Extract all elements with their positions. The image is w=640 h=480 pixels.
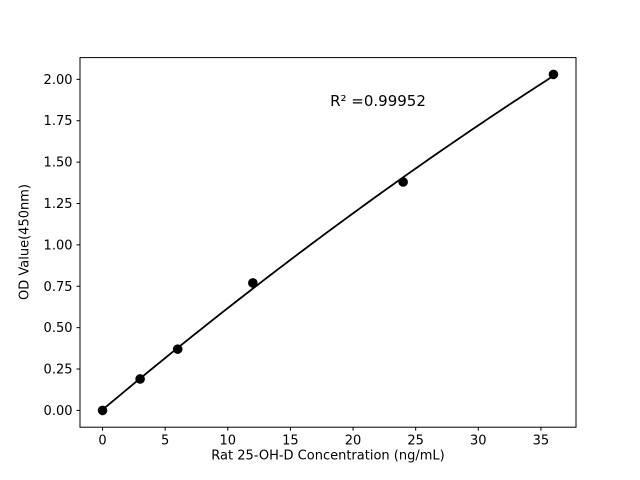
data-point — [135, 374, 145, 384]
y-tick-label: 1.75 — [44, 114, 73, 129]
x-tick-label: 5 — [161, 434, 169, 449]
data-point — [548, 69, 559, 80]
x-axis-label: Rat 25-OH-D Concentration (ng/mL) — [211, 448, 445, 464]
y-tick-label: 0.00 — [44, 404, 73, 419]
x-tick-label: 20 — [345, 434, 362, 449]
r-squared-annotation: R² =0.99952 — [330, 92, 426, 110]
x-axis-ticks: 0 5 10 15 20 25 30 35 — [98, 427, 549, 449]
data-points — [97, 69, 559, 416]
y-tick-label: 0.75 — [44, 280, 73, 295]
y-tick-label: 1.00 — [44, 238, 73, 253]
data-point — [398, 177, 408, 187]
x-tick-label: 10 — [220, 434, 237, 449]
data-point — [248, 278, 258, 288]
y-tick-label: 0.50 — [44, 321, 73, 336]
y-tick-label: 0.25 — [44, 363, 73, 378]
y-tick-label: 1.50 — [44, 156, 73, 171]
x-tick-label: 30 — [470, 434, 487, 449]
x-tick-label: 0 — [98, 434, 106, 449]
y-tick-label: 2.00 — [44, 73, 73, 88]
x-tick-label: 35 — [533, 434, 550, 449]
fit-curve — [101, 75, 554, 411]
data-point — [97, 405, 108, 416]
plot-spines — [79, 57, 577, 428]
data-point — [172, 344, 183, 354]
y-tick-label: 1.25 — [44, 197, 73, 212]
x-tick-label: 15 — [282, 434, 299, 449]
y-axis-label: OD Value(450nm) — [17, 184, 33, 300]
x-tick-label: 25 — [407, 434, 424, 449]
y-axis-ticks: 0.00 0.25 0.50 0.75 1.00 1.25 1.50 1.75 2.00 — [44, 73, 80, 419]
